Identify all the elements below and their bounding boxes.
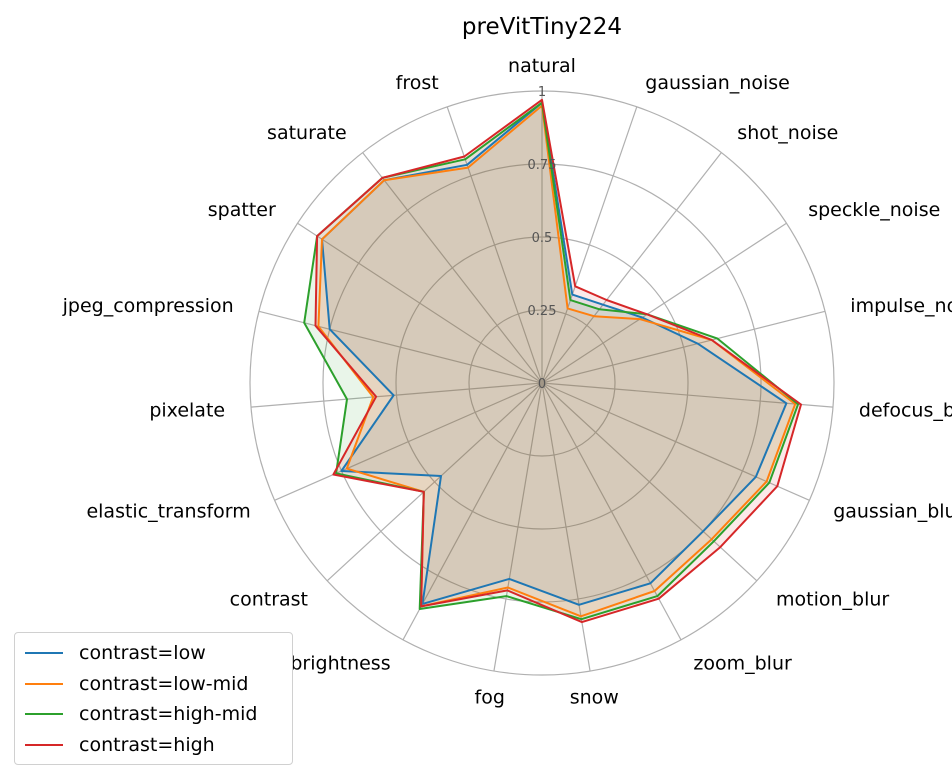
category-label: natural: [508, 55, 576, 77]
spoke-shot_noise: [541, 152, 722, 384]
radial-tick-labels: 0 0.25 0.5 0.75 1: [528, 85, 557, 392]
category-label: defocus_blur: [859, 399, 952, 421]
chart-title: preVitTiny224: [462, 14, 622, 40]
spoke-fog: [493, 382, 543, 672]
category-label: motion_blur: [776, 588, 889, 610]
radial-tick-label: 0: [538, 377, 546, 392]
category-label: impulse_noise: [850, 295, 952, 317]
category-label: contrast: [230, 588, 308, 610]
spoke-contrast: [326, 382, 543, 582]
legend: contrast=low contrast=low-mid contrast=hig…: [14, 632, 293, 765]
radial-tick-label: 0.5: [532, 231, 553, 246]
spoke-frost: [446, 106, 543, 384]
spoke-spatter: [297, 222, 543, 384]
spoke-saturate: [362, 152, 543, 384]
legend-item: contrast=high-mid: [25, 699, 292, 730]
legend-label: contrast=low-mid: [79, 672, 249, 695]
category-label: gaussian_blur: [833, 501, 952, 523]
spoke-jpeg_compression: [258, 310, 543, 384]
category-label: saturate: [267, 122, 347, 144]
legend-item: contrast=low-mid: [25, 669, 292, 700]
series-fill-2: [304, 102, 799, 620]
spoke-motion_blur: [541, 382, 758, 582]
category-label: frost: [396, 72, 439, 94]
spoke-impulse_noise: [541, 310, 826, 384]
series-line-1: [317, 104, 797, 618]
radial-tick-label: 1: [538, 85, 546, 100]
radar-grid: [249, 90, 835, 676]
category-label: gaussian_noise: [645, 72, 790, 94]
category-label: shot_noise: [737, 122, 838, 144]
spoke-speckle_noise: [541, 222, 787, 384]
legend-label: contrast=high: [79, 733, 215, 756]
category-labels: natural gaussian_noise shot_noise speckle_n…: [62, 55, 952, 709]
spoke-pixelate: [250, 382, 543, 408]
category-label: spatter: [208, 199, 276, 221]
category-label: snow: [570, 687, 619, 709]
series-line-3: [314, 98, 802, 624]
category-label: elastic_transform: [86, 501, 250, 523]
legend-swatch: [25, 713, 63, 716]
legend-swatch: [25, 682, 63, 685]
spoke-gaussian_blur: [541, 382, 810, 501]
category-label: speckle_noise: [808, 199, 940, 221]
legend-swatch: [25, 743, 63, 746]
series-fill-1: [318, 105, 796, 617]
category-label: pixelate: [149, 399, 225, 421]
spoke-brightness: [402, 382, 543, 641]
series-fill-0: [322, 102, 787, 605]
spoke-elastic_transform: [274, 382, 543, 501]
radar-series: [303, 98, 802, 624]
legend-item: contrast=low: [25, 638, 292, 669]
legend-swatch: [25, 652, 63, 655]
spoke-gaussian_noise: [541, 106, 638, 384]
radial-tick-label: 0.25: [528, 304, 557, 319]
category-label: zoom_blur: [693, 653, 792, 675]
series-fill-3: [315, 99, 801, 623]
legend-label: contrast=high-mid: [79, 703, 258, 726]
legend-item: contrast=high: [25, 730, 292, 761]
category-label: brightness: [290, 653, 390, 675]
radial-tick-label: 0.75: [528, 158, 557, 173]
category-label: jpeg_compression: [62, 295, 234, 317]
category-label: fog: [475, 687, 505, 709]
legend-label: contrast=low: [79, 642, 206, 665]
